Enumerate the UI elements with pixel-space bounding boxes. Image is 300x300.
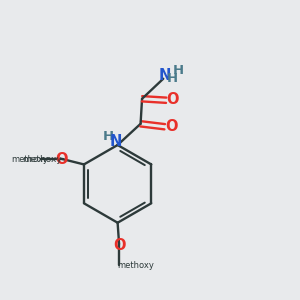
Text: N: N [110, 134, 122, 149]
Text: O: O [55, 152, 68, 166]
Text: O: O [113, 238, 125, 253]
Text: H: H [103, 130, 114, 143]
Text: methoxy: methoxy [22, 154, 62, 164]
Text: methoxy: methoxy [11, 154, 48, 164]
Text: O: O [167, 92, 179, 107]
Text: H: H [167, 72, 178, 85]
Text: H: H [173, 64, 184, 77]
Text: N: N [158, 68, 171, 83]
Text: O: O [165, 118, 178, 134]
Text: methoxy: methoxy [117, 261, 154, 270]
